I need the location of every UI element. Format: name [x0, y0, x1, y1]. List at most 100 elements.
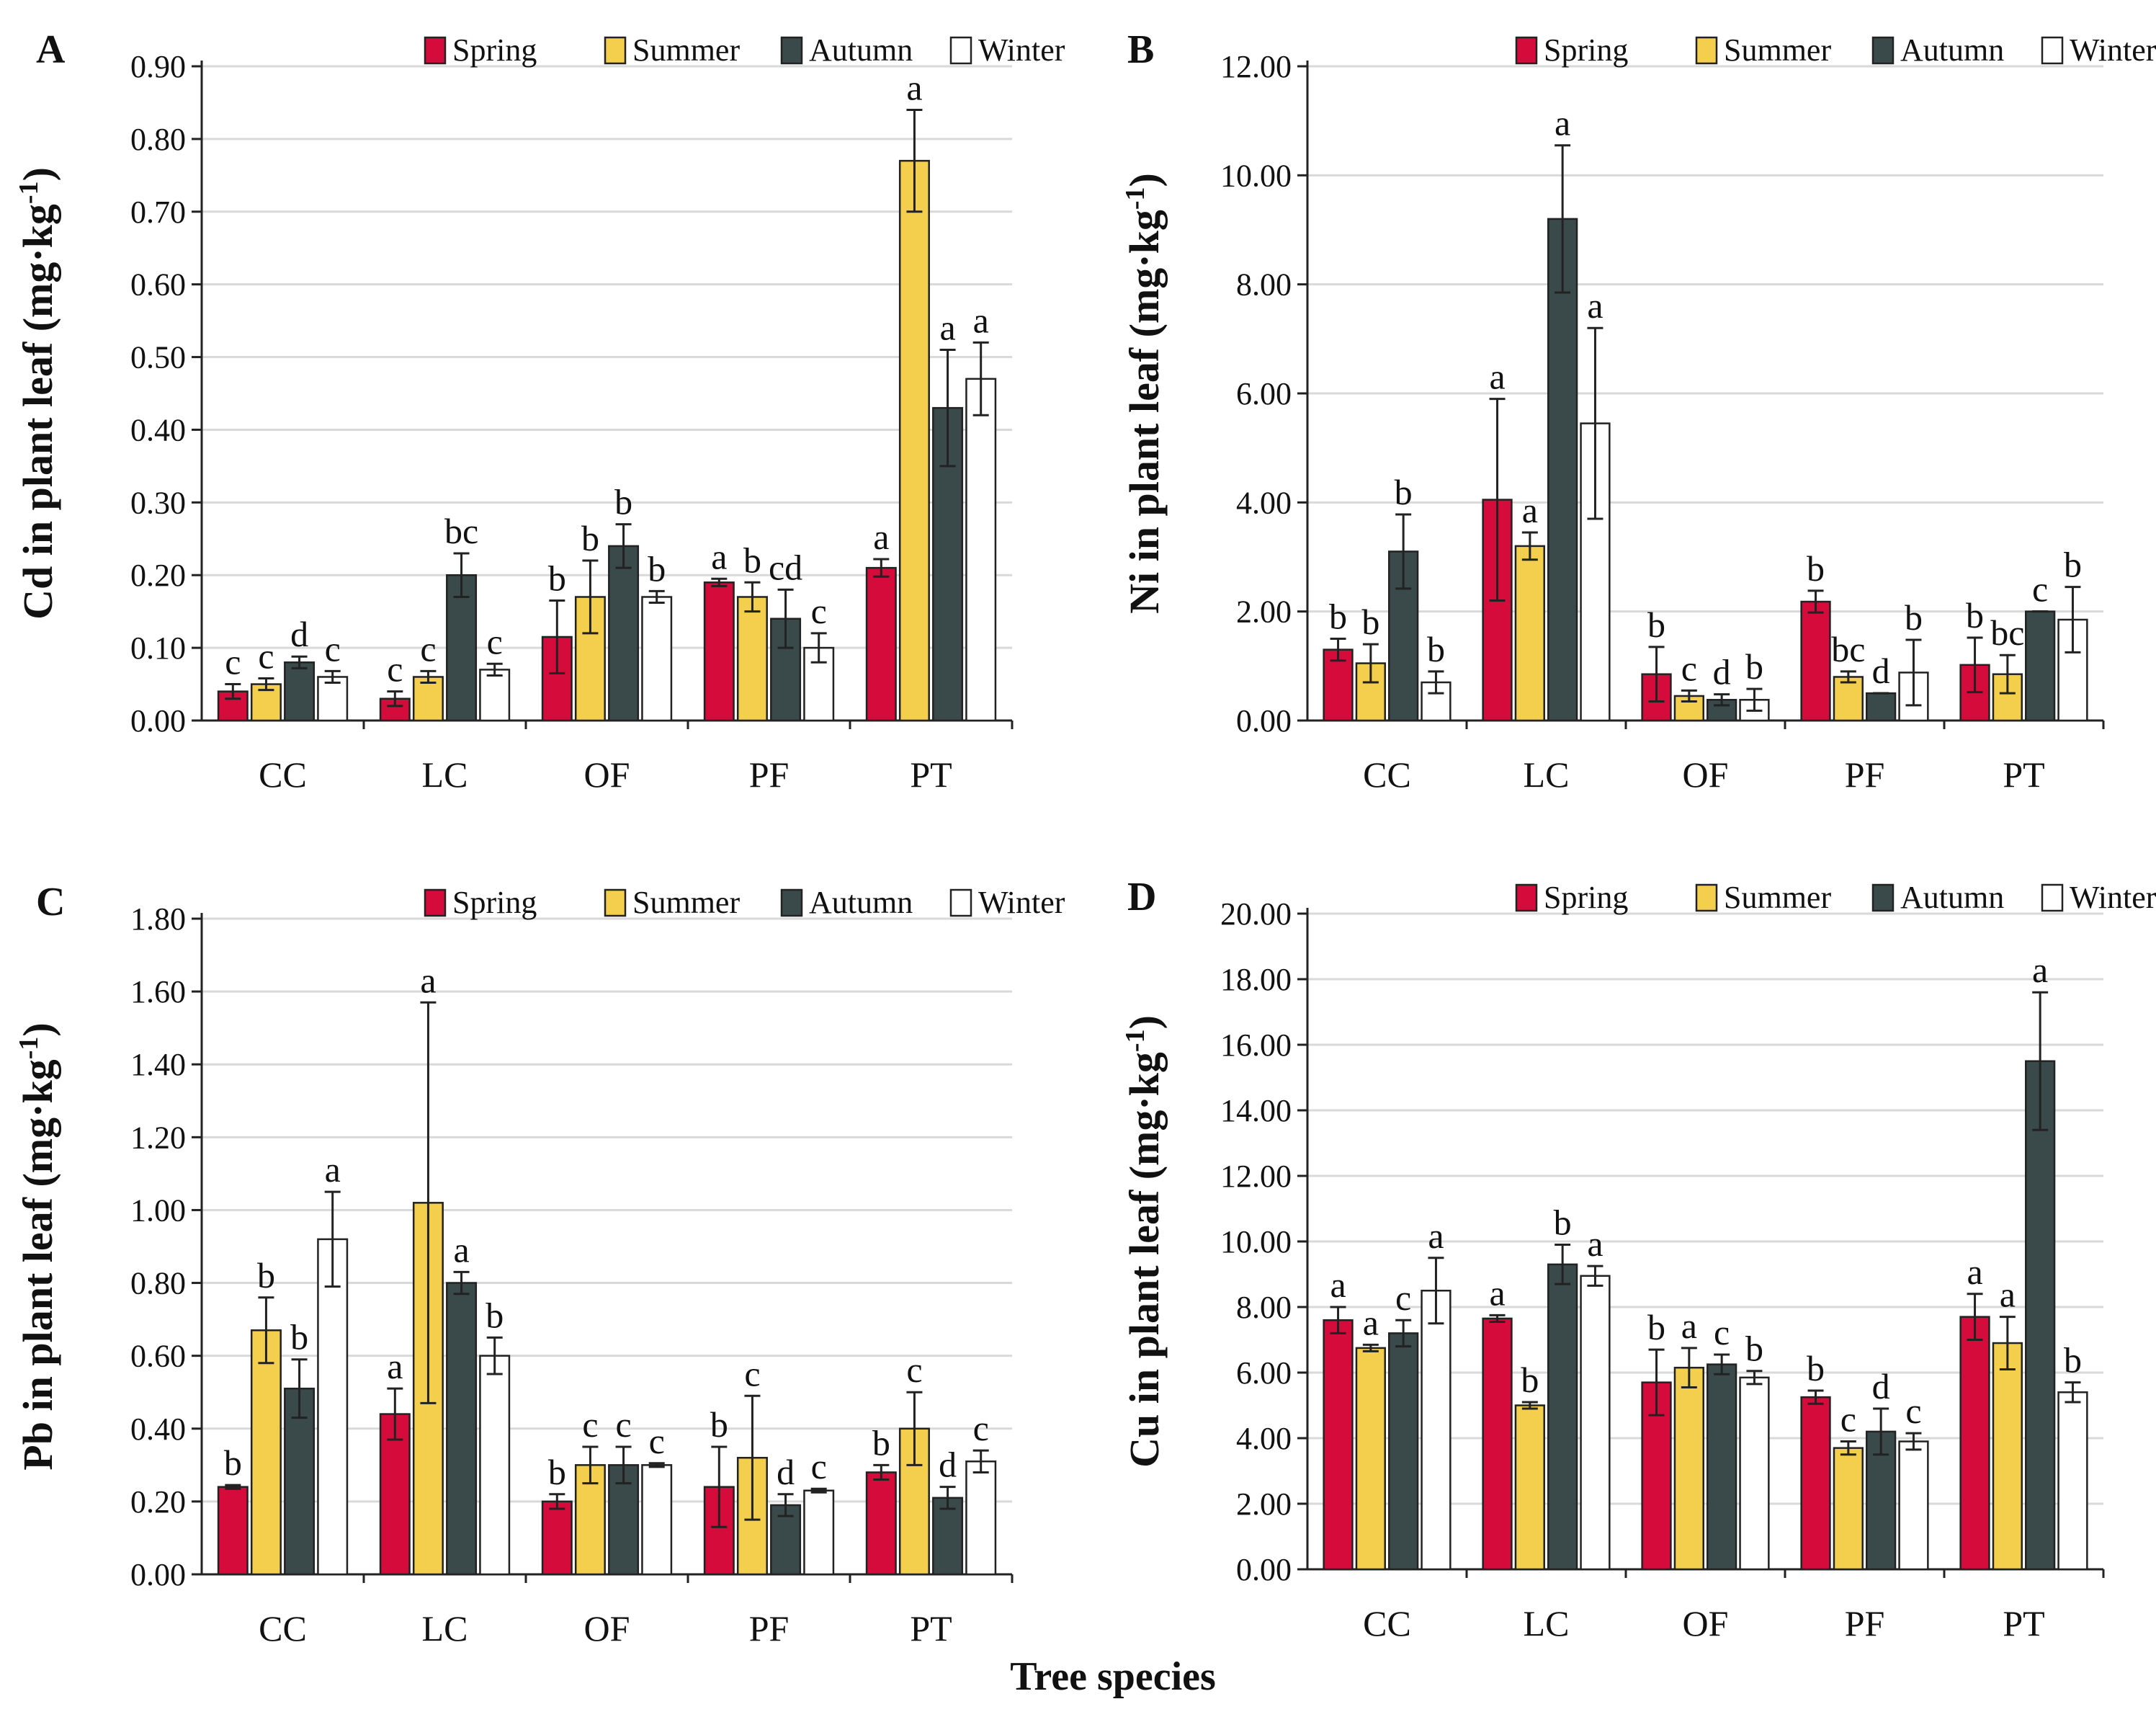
- bar-a-lc-summer: [412, 676, 444, 722]
- y-tick-label: 4.00: [1236, 485, 1292, 520]
- significance-letter: b: [290, 1317, 308, 1357]
- y-tick-label: 6.00: [1236, 1355, 1292, 1391]
- bar-d-cc-winter: [1421, 1290, 1452, 1571]
- legend-label-summer: Summer: [1724, 32, 1831, 68]
- bar-d-of-autumn: [1707, 1363, 1737, 1571]
- x-tick-label-pf: PF: [749, 1608, 790, 1649]
- legend-swatch-summer: [604, 36, 627, 65]
- x-tick-label-pt: PT: [910, 754, 952, 795]
- significance-letter: d: [1872, 651, 1890, 691]
- significance-letter: b: [1745, 1329, 1763, 1369]
- bar-a-pt-spring: [865, 566, 897, 722]
- x-tick-label-cc: CC: [259, 754, 307, 795]
- significance-letter: b: [548, 558, 566, 599]
- y-axis-label: Ni in plant leaf (mg·kg-1): [1120, 173, 1168, 614]
- y-tick-label: 0.40: [130, 1411, 186, 1447]
- legend-label-winter: Winter: [978, 32, 1065, 68]
- y-tick-label: 12.00: [1220, 49, 1292, 84]
- panel-c: 0.00 0.20 0.40 0.60 0.80 1.00 1.20 1.40 1.60 1.80…: [14, 880, 1065, 1649]
- bar-c-of-spring: [541, 1500, 573, 1576]
- x-tick-label-pt: PT: [2003, 1603, 2044, 1644]
- bar-c-cc-spring: [217, 1486, 249, 1576]
- x-tick-label-pf: PF: [1845, 1603, 1885, 1644]
- legend-swatch-winter: [949, 888, 972, 917]
- y-tick-label: 2.00: [1236, 1486, 1292, 1522]
- significance-letter: a: [1681, 1306, 1697, 1346]
- bar-d-pt-spring: [1959, 1316, 1990, 1571]
- x-tick-label-of: OF: [1683, 754, 1729, 795]
- y-tick-label: 0.10: [130, 630, 186, 666]
- y-tick-label: 0.30: [130, 485, 186, 520]
- y-tick-label: 0.80: [130, 122, 186, 157]
- bar-c-pt-winter: [965, 1460, 997, 1576]
- x-axis-title: Tree species: [1010, 1654, 1216, 1699]
- legend-swatch-summer: [604, 888, 627, 917]
- significance-letter: c: [487, 621, 503, 661]
- significance-letter: b: [1905, 597, 1923, 638]
- y-axis-label: Cu in plant leaf (mg·kg-1): [1120, 1015, 1168, 1468]
- bar-d-lc-autumn: [1547, 1263, 1578, 1571]
- significance-letter: b: [257, 1255, 275, 1295]
- legend-label-winter: Winter: [978, 885, 1065, 920]
- bar-a-pt-winter: [965, 378, 997, 722]
- bar-c-of-winter: [641, 1464, 673, 1576]
- x-tick-label-lc: LC: [422, 754, 468, 795]
- significance-letter: c: [2032, 569, 2048, 610]
- y-tick-label: 1.20: [130, 1120, 186, 1155]
- legend-swatch-summer: [1695, 36, 1718, 65]
- bar-c-pf-winter: [803, 1489, 835, 1576]
- y-tick-label: 0.40: [130, 412, 186, 447]
- bar-a-cc-winter: [317, 676, 349, 722]
- significance-letter: b: [1361, 602, 1379, 642]
- x-tick-label-lc: LC: [1524, 754, 1570, 795]
- bar-b-pt-autumn: [2025, 610, 2056, 722]
- y-axis-label: Cd in plant leaf (mg·kg-1): [14, 167, 61, 620]
- bar-d-pt-autumn: [2025, 1060, 2056, 1571]
- significance-letter: c: [1840, 1399, 1856, 1440]
- y-tick-label: 0.00: [1236, 1552, 1292, 1587]
- significance-letter: a: [939, 307, 955, 347]
- significance-letter: bc: [1990, 612, 2024, 653]
- bar-b-lc-spring: [1482, 499, 1513, 722]
- legend-swatch-spring: [1515, 883, 1538, 912]
- x-tick-label-cc: CC: [1363, 754, 1411, 795]
- panel-label-b: B: [1127, 27, 1154, 72]
- legend-label-spring: Spring: [1544, 880, 1628, 915]
- significance-letter: b: [1745, 646, 1763, 687]
- bar-b-pf-spring: [1800, 600, 1831, 722]
- significance-letter: b: [1966, 595, 1984, 635]
- y-tick-label: 14.00: [1220, 1093, 1292, 1128]
- significance-letter: a: [873, 517, 889, 557]
- bar-a-cc-autumn: [284, 661, 316, 722]
- significance-letter: b: [1647, 605, 1665, 645]
- y-tick-label: 0.60: [130, 1339, 186, 1374]
- y-axis-label: Pb in plant leaf (mg·kg-1): [14, 1022, 61, 1470]
- bar-a-pf-summer: [736, 596, 768, 722]
- legend-swatch-summer: [1695, 883, 1718, 912]
- legend-label-winter: Winter: [2070, 880, 2156, 915]
- legend-swatch-autumn: [780, 36, 803, 65]
- y-axis-label-end: ): [1121, 1015, 1168, 1029]
- y-axis-label-main: Cd in plant leaf (mg·kg: [14, 204, 61, 620]
- bar-a-pf-spring: [703, 581, 735, 722]
- significance-letter: c: [225, 642, 241, 682]
- significance-letter: a: [2000, 1275, 2016, 1315]
- significance-letter: a: [453, 1229, 469, 1270]
- significance-letter: d: [1872, 1366, 1890, 1406]
- legend-label-winter: Winter: [2070, 32, 2156, 68]
- significance-letter: b: [581, 518, 599, 558]
- y-tick-label: 0.80: [130, 1266, 186, 1301]
- significance-letter: d: [777, 1452, 795, 1492]
- significance-letter: b: [1427, 629, 1445, 669]
- bar-d-lc-summer: [1514, 1404, 1545, 1571]
- y-tick-label: 1.60: [130, 974, 186, 1009]
- significance-letter: c: [973, 1408, 989, 1448]
- bar-d-pt-summer: [1992, 1342, 2023, 1571]
- x-tick-label-of: OF: [584, 1608, 630, 1649]
- legend-label-spring: Spring: [452, 885, 537, 920]
- significance-letter: b: [1521, 1360, 1539, 1400]
- bar-b-lc-autumn: [1547, 218, 1578, 722]
- legend-label-autumn: Autumn: [809, 885, 913, 920]
- significance-letter: b: [648, 548, 666, 589]
